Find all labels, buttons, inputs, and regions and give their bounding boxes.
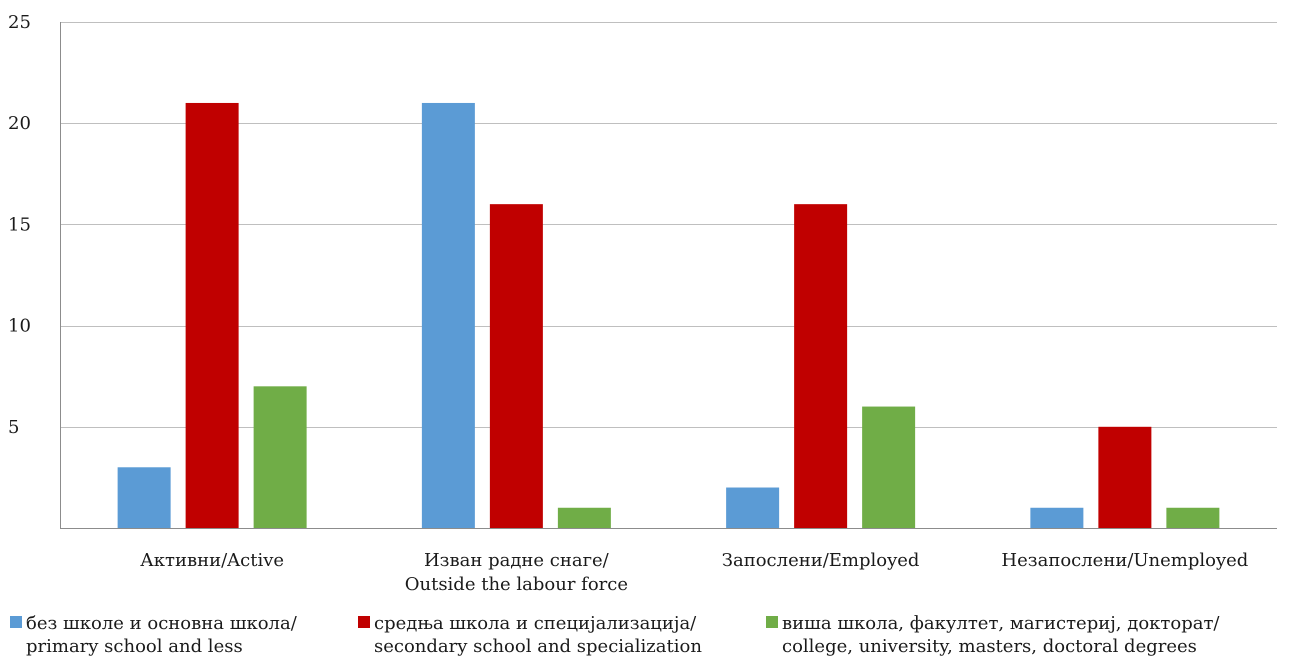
bar-series-1-category-4	[1030, 507, 1084, 528]
legend-label-line: secondary school and specialization	[374, 636, 702, 657]
x-category-label-line: Незапослени/Unemployed	[1001, 550, 1248, 571]
bar-series-3-category-4	[1166, 507, 1220, 528]
legend-label-line: средња школа и специјализација/	[374, 613, 697, 634]
legend-item-3: виша школа, факултет, магистериј, доктор…	[766, 613, 1220, 657]
legend-swatch	[10, 616, 22, 628]
bar-series-2-category-2	[489, 204, 543, 528]
legend-label: без школе и основна школа/primary school…	[26, 613, 298, 657]
x-category-label: Незапослени/Unemployed	[1001, 550, 1248, 571]
legend-swatch	[766, 616, 778, 628]
bar-series-2-category-4	[1098, 426, 1152, 528]
bars	[117, 102, 1220, 529]
y-tick-label: 25	[8, 12, 31, 33]
bar-series-1-category-3	[726, 487, 780, 528]
y-axis-ticks: 5 10 15 20 25	[8, 12, 31, 438]
x-category-label: Запослени/Employed	[722, 550, 920, 571]
legend-label: средња школа и специјализација/secondary…	[374, 613, 702, 657]
gridlines	[60, 22, 1277, 428]
axes	[60, 22, 1277, 529]
bar-series-2-category-3	[794, 204, 848, 528]
x-category-label-line: Outside the labour force	[405, 574, 628, 595]
legend-item-1: без школе и основна школа/primary school…	[10, 613, 298, 657]
legend-label-line: college, university, masters, doctoral d…	[782, 636, 1197, 657]
bar-series-1-category-1	[117, 467, 171, 528]
legend-label: виша школа, факултет, магистериј, доктор…	[782, 613, 1220, 657]
x-category-label-line: Изван радне снаге/	[424, 550, 610, 571]
y-tick-label: 20	[8, 113, 31, 134]
legend-label-line: виша школа, факултет, магистериј, доктор…	[782, 613, 1220, 634]
y-tick-label: 10	[8, 316, 31, 337]
legend-label-line: primary school and less	[26, 636, 243, 657]
legend-swatch	[358, 616, 370, 628]
x-axis-labels: Активни/Active Изван радне снаге/Outside …	[140, 550, 1248, 595]
x-category-label: Активни/Active	[140, 550, 284, 571]
bar-series-3-category-1	[253, 386, 307, 528]
bar-series-3-category-3	[862, 406, 916, 528]
legend-item-2: средња школа и специјализација/secondary…	[358, 613, 702, 657]
x-category-label-line: Запослени/Employed	[722, 550, 920, 571]
y-tick-label: 15	[8, 214, 31, 235]
y-tick-label: 5	[8, 417, 19, 438]
legend-label-line: без школе и основна школа/	[26, 613, 298, 634]
x-category-label-line: Активни/Active	[140, 550, 284, 571]
x-category-label: Изван радне снаге/Outside the labour for…	[405, 550, 628, 595]
legend: без школе и основна школа/primary school…	[10, 613, 1220, 657]
bar-series-3-category-2	[557, 507, 611, 528]
bar-series-2-category-1	[185, 102, 239, 529]
bar-series-1-category-2	[421, 102, 475, 529]
